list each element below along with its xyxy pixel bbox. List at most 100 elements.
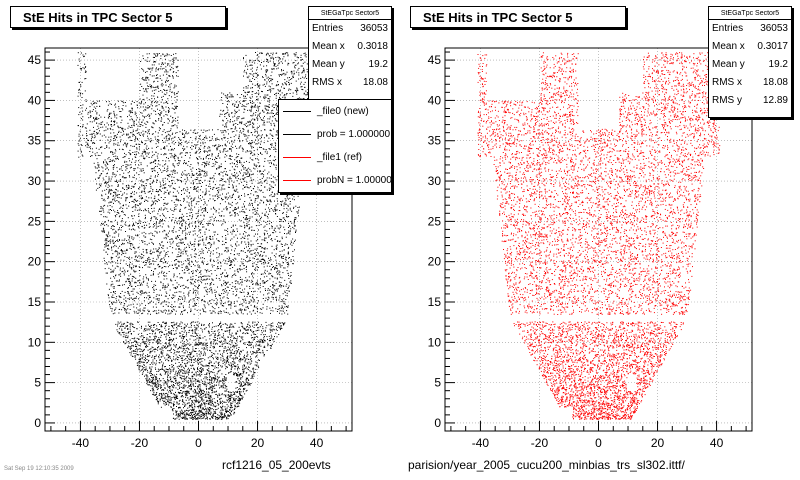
- scatter-point: [270, 334, 272, 336]
- scatter-point: [208, 248, 210, 250]
- scatter-point: [243, 237, 245, 239]
- scatter-point: [175, 379, 177, 381]
- scatter-point: [208, 397, 210, 399]
- scatter-point: [143, 281, 144, 283]
- scatter-point: [151, 253, 153, 255]
- scatter-point: [165, 183, 167, 185]
- scatter-point: [196, 393, 198, 395]
- scatter-point: [166, 272, 168, 274]
- scatter-point: [164, 345, 166, 347]
- scatter-point: [204, 231, 206, 233]
- scatter-point: [113, 132, 115, 134]
- scatter-point: [218, 278, 220, 279]
- scatter-point: [297, 207, 299, 208]
- scatter-point: [300, 59, 302, 61]
- scatter-point: [167, 380, 169, 382]
- scatter-point: [190, 231, 191, 233]
- scatter-point: [227, 249, 229, 251]
- scatter-point: [251, 360, 253, 362]
- scatter-point: [248, 301, 250, 303]
- scatter-point: [193, 367, 195, 369]
- scatter-point: [224, 137, 226, 139]
- scatter-point: [153, 289, 155, 291]
- scatter-point: [122, 187, 124, 189]
- scatter-point: [121, 239, 123, 241]
- scatter-point: [148, 329, 150, 331]
- scatter-point: [277, 111, 279, 113]
- scatter-point: [120, 168, 122, 170]
- scatter-point: [152, 179, 154, 181]
- scatter-point: [221, 199, 223, 201]
- scatter-point: [167, 232, 169, 234]
- scatter-point: [82, 104, 84, 106]
- scatter-point: [240, 242, 242, 244]
- scatter-point: [105, 168, 107, 170]
- scatter-point: [209, 158, 211, 160]
- scatter-point: [131, 275, 133, 277]
- scatter-point: [194, 303, 196, 305]
- scatter-point: [217, 233, 219, 235]
- scatter-point: [213, 377, 214, 379]
- scatter-point: [245, 302, 247, 304]
- scatter-point: [167, 118, 169, 120]
- scatter-point: [178, 298, 180, 300]
- scatter-point: [260, 190, 262, 192]
- scatter-point: [121, 244, 123, 246]
- scatter-point: [178, 365, 180, 367]
- scatter-point: [140, 282, 142, 284]
- scatter-point: [160, 386, 162, 388]
- scatter-point: [206, 137, 208, 139]
- scatter-point: [180, 255, 182, 257]
- scatter-point: [154, 136, 156, 138]
- scatter-point: [188, 272, 190, 274]
- scatter-point: [128, 346, 130, 347]
- scatter-point: [160, 325, 162, 327]
- scatter-point: [182, 241, 184, 243]
- scatter-point: [254, 135, 256, 137]
- scatter-point: [249, 91, 250, 93]
- scatter-point: [293, 53, 295, 55]
- scatter-point: [191, 357, 193, 358]
- scatter-point: [240, 385, 242, 387]
- scatter-point: [137, 280, 139, 282]
- scatter-point: [160, 84, 162, 86]
- scatter-point: [157, 368, 159, 370]
- scatter-point: [127, 328, 129, 329]
- scatter-point: [259, 349, 261, 351]
- scatter-point: [102, 208, 104, 210]
- scatter-point: [197, 368, 198, 369]
- scatter-point: [231, 357, 233, 359]
- scatter-point: [214, 412, 216, 414]
- scatter-point: [223, 289, 225, 290]
- scatter-point: [285, 236, 287, 238]
- scatter-point: [187, 179, 189, 181]
- scatter-point: [236, 253, 238, 255]
- scatter-point: [150, 313, 151, 315]
- scatter-point: [219, 345, 220, 347]
- scatter-point: [186, 258, 188, 260]
- scatter-point: [148, 233, 150, 235]
- scatter-point: [241, 325, 243, 327]
- scatter-point: [256, 195, 258, 197]
- scatter-point: [201, 251, 203, 253]
- scatter-point: [271, 56, 273, 58]
- scatter-point: [242, 369, 243, 371]
- scatter-point: [195, 133, 197, 134]
- scatter-point: [110, 151, 112, 152]
- scatter-point: [97, 162, 99, 164]
- scatter-point: [175, 387, 177, 389]
- scatter-point: [134, 251, 136, 253]
- scatter-point: [135, 164, 136, 166]
- scatter-point: [267, 280, 269, 282]
- scatter-point: [204, 412, 206, 414]
- scatter-point: [164, 191, 166, 193]
- scatter-point: [236, 339, 238, 341]
- scatter-point: [173, 273, 175, 275]
- scatter-point: [262, 109, 264, 111]
- scatter-point: [191, 330, 193, 332]
- scatter-point: [235, 365, 237, 367]
- scatter-point: [96, 102, 98, 104]
- scatter-point: [242, 365, 244, 367]
- scatter-point: [189, 359, 191, 361]
- scatter-point: [165, 295, 167, 297]
